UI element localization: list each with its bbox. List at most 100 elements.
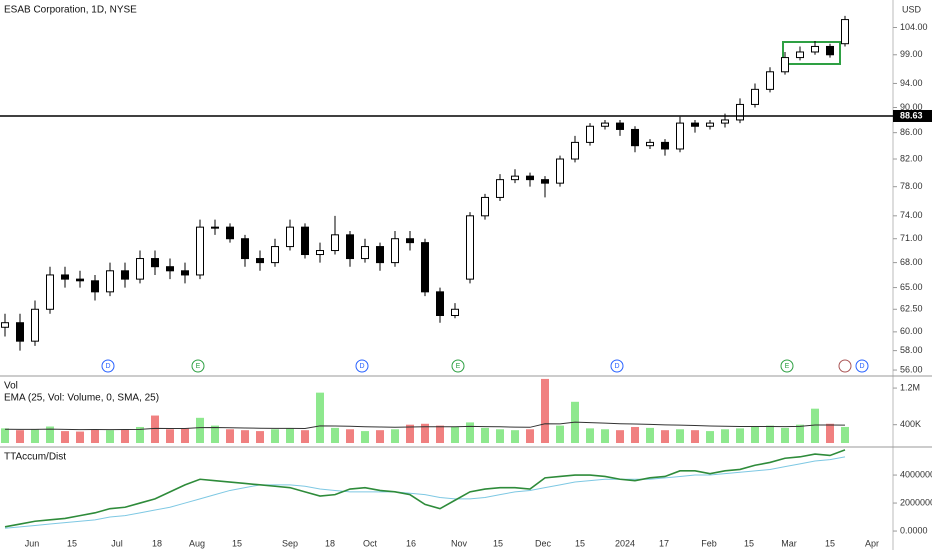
currency: USD [902,4,922,14]
y-tick-label: 65.00 [900,282,923,292]
volume-bar [61,431,69,443]
volume-bar [301,430,309,443]
candle-body [451,308,459,317]
y-tick-label: 62.50 [900,304,923,314]
candle-body [796,51,804,59]
candle-body [301,226,309,256]
chart-title: ESAB Corporation, 1D, NYSE [4,5,137,16]
pane-title: Vol [4,381,18,392]
volume-bar [496,429,504,443]
y-tick-label: 71.00 [900,233,923,243]
volume-bar [781,427,789,443]
event-icon [855,359,869,373]
candle-body [331,234,339,252]
series-line [4,456,846,529]
event-icon [610,359,624,373]
volume-bar [736,428,744,443]
event-label: D [359,363,364,370]
x-tick-label: 18 [325,538,335,548]
candle-body [286,226,294,248]
volume-bar [181,428,189,443]
volume-bar [76,431,84,443]
event-icon [101,359,115,373]
volume-bar [706,431,714,443]
pane-title: TTAccum/Dist [4,452,66,463]
volume-bar [376,430,384,443]
x-tick-label: 15 [232,538,242,548]
volume-bar [271,429,279,443]
candle-body [151,258,159,268]
y-tick-label: 4000000.00 [900,469,932,479]
volume-bar [196,417,204,443]
x-tick-label: 15 [825,538,835,548]
candle-body [781,57,789,73]
volume-bar [526,429,534,443]
y-tick-label: 94.00 [900,78,923,88]
event-label: E [456,363,461,370]
y-tick-label: 78.00 [900,181,923,191]
volume-bar [826,423,834,443]
volume-bar [121,429,129,443]
candle-body [406,238,414,244]
candle-body [661,141,669,150]
candle-body [751,88,759,105]
volume-bar [391,429,399,443]
volume-bar [1,428,9,443]
volume-bar [646,427,654,443]
volume-bar [241,430,249,443]
candle-body [106,270,114,293]
volume-bar [226,429,234,443]
x-tick-label: Oct [363,538,378,548]
y-tick-label: 400K [900,419,921,429]
candle-body [541,179,549,184]
candle-body [466,215,474,280]
event-icon [191,359,205,373]
candle-body [121,270,129,280]
volume-bar [586,428,594,443]
candle-body [31,308,39,342]
candle-body [1,322,9,328]
volume-bar [211,425,219,443]
candle-body [181,270,189,276]
candle-body [46,274,54,310]
price-line-box [893,109,932,122]
candle-body [766,71,774,90]
x-tick-label: 15 [575,538,585,548]
candle-body [811,45,819,53]
x-tick-label: Mar [781,538,797,548]
candle-body [826,45,834,56]
candle-body [271,246,279,264]
volume-bar [316,392,324,443]
series-line [4,449,846,528]
candle-body [256,258,264,264]
candle-body [706,122,714,127]
candle-body [16,322,24,342]
candle-body [391,238,399,264]
volume-bar [331,427,339,443]
volume-bar [616,430,624,443]
volume-bar [361,431,369,443]
candle-body [511,175,519,181]
candle-body [721,119,729,124]
volume-bar [256,431,264,443]
x-tick-label: 16 [406,538,416,548]
x-tick-label: 18 [152,538,162,548]
volume-bar [466,422,474,443]
volume-bar [601,429,609,443]
y-tick-label: 86.00 [900,127,923,137]
y-tick-label: 90.00 [900,102,923,112]
candle-body [526,175,534,181]
x-tick-label: 15 [744,538,754,548]
volume-bar [511,430,519,443]
x-tick-label: Apr [865,538,879,548]
volume-bar [346,429,354,443]
volume-bar [421,423,429,443]
candle-body [736,103,744,121]
event-label: D [614,363,619,370]
volume-bar [676,429,684,443]
event-icon [838,359,852,373]
volume-bar [46,426,54,443]
x-tick-label: Jun [25,538,40,548]
volume-bar [631,426,639,443]
